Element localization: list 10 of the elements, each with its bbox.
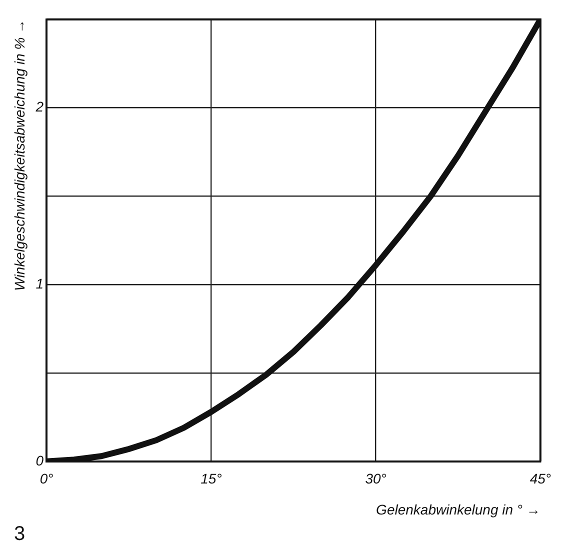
text: 3 bbox=[14, 523, 26, 546]
y-tick-label: 2 bbox=[34, 98, 44, 115]
y-axis-title: Winkelgeschwindigkeitsabweichung in % → bbox=[11, 19, 28, 291]
x-tick-label: 30° bbox=[365, 470, 387, 487]
y-tick-label: 0 bbox=[36, 452, 44, 468]
x-tick-label: 45° bbox=[530, 470, 552, 487]
x-axis-title: Gelenkabwinkelung in ° → bbox=[376, 501, 540, 518]
y-tick-label: 1 bbox=[36, 275, 44, 292]
x-tick-label: 0° bbox=[40, 470, 54, 487]
x-tick-label: 15° bbox=[200, 470, 222, 487]
